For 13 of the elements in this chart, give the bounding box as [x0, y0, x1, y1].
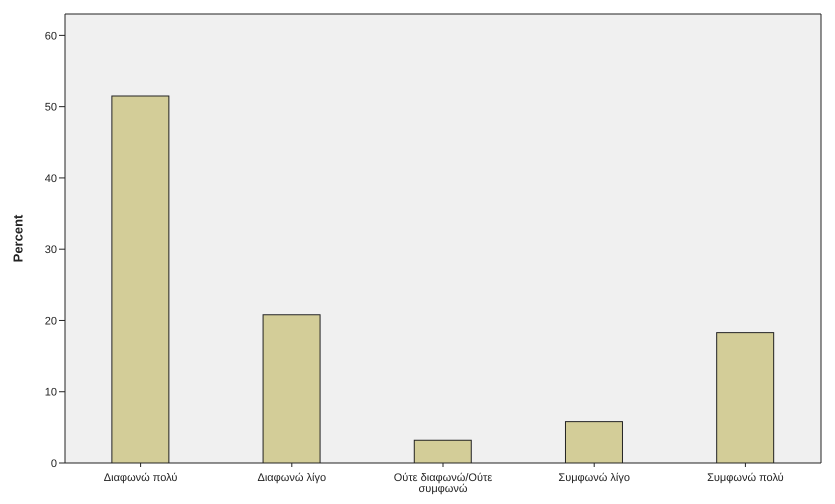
x-tick-label: Συμφωνώ λίγο: [558, 472, 630, 484]
y-tick-label: 10: [44, 386, 57, 399]
y-tick-label: 0: [50, 458, 57, 470]
y-tick-label: 20: [44, 315, 57, 328]
y-tick-label: 30: [44, 244, 57, 256]
x-tick-label: Ούτε διαφωνώ/Ούτε συμφωνώ: [394, 472, 492, 495]
y-axis-title: Percent: [10, 214, 26, 262]
x-tick-label: Διαφωνώ πολύ: [104, 472, 178, 484]
x-tick-label: Συμφωνώ πολύ: [707, 472, 784, 484]
x-tick-label: Διαφωνώ λίγο: [258, 472, 326, 484]
y-tick-label: 50: [44, 102, 57, 114]
y-tick-label: 40: [44, 172, 57, 185]
y-tick-label: 60: [44, 30, 57, 42]
